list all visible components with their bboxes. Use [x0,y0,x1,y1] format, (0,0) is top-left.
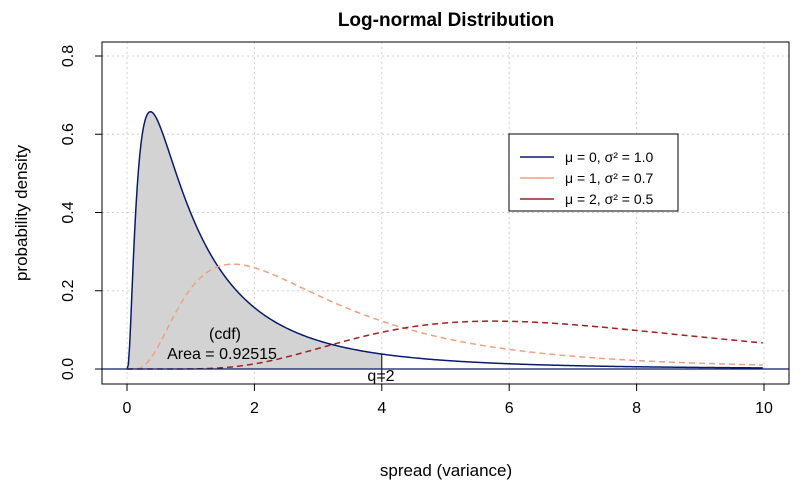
x-tick-label: 0 [123,400,132,417]
legend-entry-3: μ = 2, σ² = 0.5 [565,191,654,207]
chart-title: Log-normal Distribution [338,10,554,31]
y-tick-label: 0.6 [60,123,77,145]
x-tick-label: 2 [250,400,259,417]
x-axis-label: spread (variance) [380,461,512,480]
x-tick-label: 4 [377,400,386,417]
area-label: Area = 0.92515 [167,346,277,363]
legend-entry-1: μ = 0, σ² = 1.0 [565,149,654,165]
x-tick-label: 6 [505,400,514,417]
grid [102,42,789,384]
series-lines [126,110,763,370]
cdf-label: (cdf) [209,326,241,343]
y-axis-label: probability density [12,144,31,281]
y-axis: 0.0 0.2 0.4 0.6 0.8 [60,45,103,380]
legend: μ = 0, σ² = 1.0 μ = 1, σ² = 0.7 μ = 2, σ² … [508,133,679,212]
series-line-3 [127,320,763,370]
y-tick-label: 0.2 [60,280,77,302]
cdf-shaded-area [127,111,382,370]
x-tick-label: 10 [755,400,773,417]
legend-entry-2: μ = 1, σ² = 0.7 [565,170,654,186]
x-axis: 0 2 4 6 8 10 [123,383,773,417]
y-tick-label: 0.8 [60,45,77,67]
q-label: q=2 [367,368,394,385]
series-line-1 [126,110,763,370]
legend-box [508,133,679,212]
series-line-2 [127,263,763,370]
y-tick-label: 0.4 [60,201,77,223]
y-tick-label: 0.0 [60,358,77,380]
x-tick-label: 8 [632,400,641,417]
